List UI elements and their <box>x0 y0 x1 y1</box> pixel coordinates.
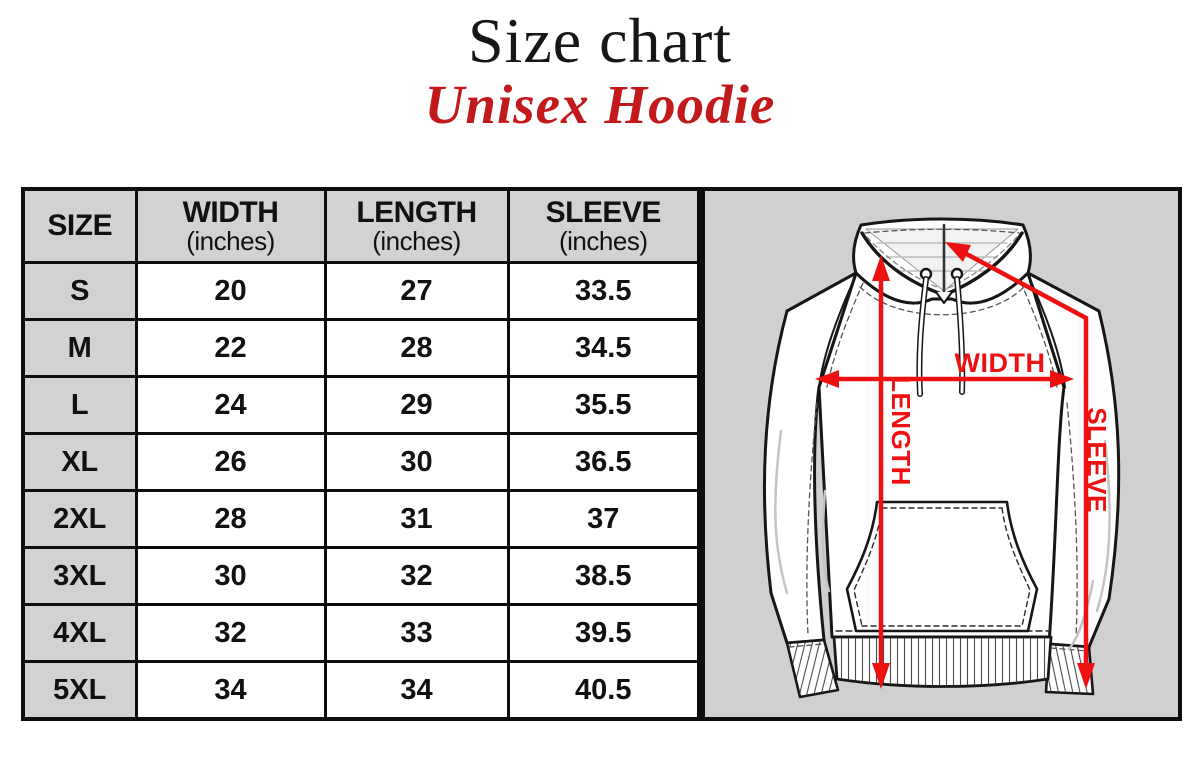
table-row: S 20 27 33.5 <box>21 260 701 322</box>
sleeve-arrow <box>945 242 1095 689</box>
cell-value: 28 <box>323 318 510 379</box>
table-row: 4XL 32 33 39.5 <box>21 603 701 664</box>
table-row: 5XL 34 34 40.5 <box>21 660 701 721</box>
row-size-label: 4XL <box>21 603 138 664</box>
width-arrow <box>815 370 1074 388</box>
cell-value: 22 <box>134 318 327 379</box>
cell-value: 33.5 <box>506 260 701 322</box>
cell-value: 34.5 <box>506 318 701 379</box>
col-header-label: SLEEVE <box>545 195 662 229</box>
cell-value: 32 <box>323 546 510 607</box>
cell-value: 26 <box>134 432 327 493</box>
col-header-length: LENGTH (inches) <box>323 187 510 264</box>
cell-value: 39.5 <box>506 603 701 664</box>
table-row: 3XL 30 32 38.5 <box>21 546 701 607</box>
cell-value: 32 <box>134 603 327 664</box>
cell-value: 34 <box>323 660 510 721</box>
col-header-width: WIDTH (inches) <box>134 187 327 264</box>
hoodie-illustration: WIDTH LENGTH SLEEVE <box>762 217 1121 699</box>
cell-value: 38.5 <box>506 546 701 607</box>
size-table: SIZE WIDTH (inches) LENGTH (inches) SLEE… <box>21 187 701 721</box>
row-size-label: 3XL <box>21 546 138 607</box>
table-row: 2XL 28 31 37 <box>21 489 701 550</box>
col-header-label: SIZE <box>47 209 113 242</box>
row-size-label: L <box>21 375 138 436</box>
cell-value: 28 <box>134 489 327 550</box>
row-size-label: 2XL <box>21 489 138 550</box>
page-subtitle: Unisex Hoodie <box>424 74 776 135</box>
row-size-label: M <box>21 318 138 379</box>
cell-value: 30 <box>134 546 327 607</box>
row-size-label: S <box>21 260 138 322</box>
cell-value: 27 <box>323 260 510 322</box>
col-header-sub: (inches) <box>372 225 461 256</box>
table-row: XL 26 30 36.5 <box>21 432 701 493</box>
col-header-label: LENGTH <box>356 195 477 229</box>
cell-value: 35.5 <box>506 375 701 436</box>
col-header-label: WIDTH <box>182 195 279 229</box>
length-arrow <box>872 255 890 689</box>
col-header-sub: (inches) <box>186 225 275 256</box>
cell-value: 34 <box>134 660 327 721</box>
header-row: SIZE WIDTH (inches) LENGTH (inches) SLEE… <box>21 187 701 264</box>
cell-value: 36.5 <box>506 432 701 493</box>
width-measure-label: WIDTH <box>955 348 1046 378</box>
cell-value: 31 <box>323 489 510 550</box>
content-block: SIZE WIDTH (inches) LENGTH (inches) SLEE… <box>21 187 1182 721</box>
cell-value: 29 <box>323 375 510 436</box>
sleeve-measure-label: SLEEVE <box>1082 407 1112 513</box>
hoodie-drawing <box>762 217 1121 699</box>
size-table-header: SIZE WIDTH (inches) LENGTH (inches) SLEE… <box>21 187 701 264</box>
cell-value: 20 <box>134 260 327 322</box>
hoodie-diagram-panel: WIDTH LENGTH SLEEVE <box>701 187 1182 721</box>
col-header-size: SIZE <box>21 187 138 264</box>
table-row: M 22 28 34.5 <box>21 318 701 379</box>
table-row: L 24 29 35.5 <box>21 375 701 436</box>
page-title: Size chart <box>467 5 733 76</box>
cell-value: 40.5 <box>506 660 701 721</box>
row-size-label: 5XL <box>21 660 138 721</box>
row-size-label: XL <box>21 432 138 493</box>
length-measure-label: LENGTH <box>886 376 916 486</box>
cell-value: 30 <box>323 432 510 493</box>
cell-value: 24 <box>134 375 327 436</box>
col-header-sleeve: SLEEVE (inches) <box>506 187 701 264</box>
size-table-body: S 20 27 33.5 M 22 28 34.5 L 24 29 35.5 XL 26 30 36.5 2XL… <box>21 260 701 721</box>
col-header-sub: (inches) <box>559 225 648 256</box>
cell-value: 33 <box>323 603 510 664</box>
cell-value: 37 <box>506 489 701 550</box>
measurement-annotations: WIDTH LENGTH SLEEVE <box>815 242 1112 689</box>
